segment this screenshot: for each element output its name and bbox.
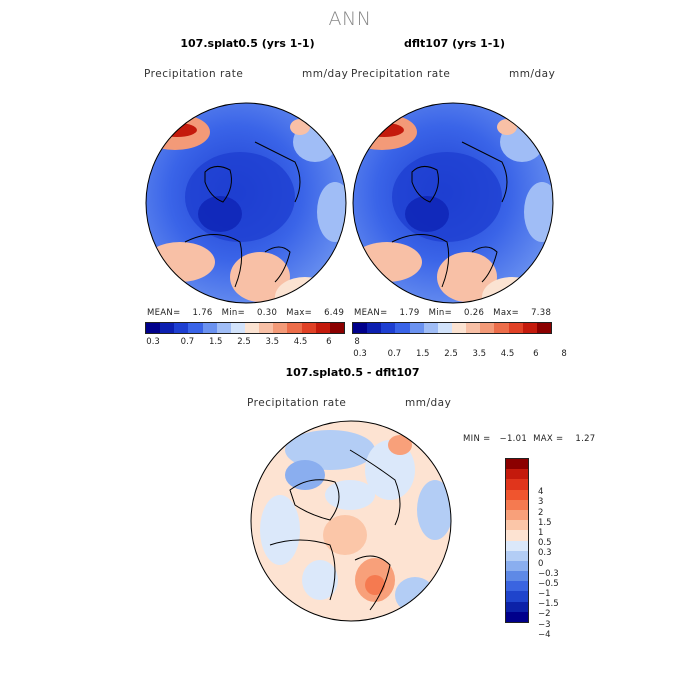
colorbar-swatch [451, 323, 467, 333]
diff-panel-stats: MIN = −1.01 MAX = 1.27 [463, 434, 596, 444]
colorbar-swatch [301, 323, 316, 333]
colorbar-tick-label: 0.5 [538, 538, 552, 549]
colorbar-tick-label: −1 [538, 589, 551, 600]
colorbar-tick-label: 1 [538, 527, 544, 538]
colorbar-swatch [146, 323, 161, 333]
colorbar-tick-label: 0.7 [180, 337, 195, 347]
colorbar-swatch [230, 323, 245, 333]
colorbar-swatch [259, 323, 274, 333]
colorbar-tick-label: 3.5 [472, 349, 487, 359]
colorbar-swatch [506, 601, 528, 612]
panel-1-map [145, 102, 347, 304]
colorbar-tick-label: 3.5 [265, 337, 280, 347]
diff-colorbar-ticks: 4 3 2 1.5 1 0.5 0.3 0 −0.3 −0.5 −1 −1.5 −2 −3 −4 [538, 482, 578, 645]
panel-2-field-label: Precipitation rate [351, 68, 451, 80]
colorbar-swatch [273, 323, 288, 333]
colorbar-swatch [423, 323, 438, 333]
main-title: ANN [328, 8, 372, 30]
colorbar-swatch [409, 323, 424, 333]
colorbar-tick-label: −1.5 [538, 599, 559, 610]
panel-2-colorbar [352, 322, 552, 334]
colorbar-tick-label: −4 [538, 629, 551, 640]
colorbar-tick-label: −2 [538, 609, 551, 620]
panel-2-title: dflt107 (yrs 1-1) [404, 37, 505, 50]
colorbar-swatch [506, 469, 528, 480]
colorbar-swatch [160, 323, 175, 333]
colorbar-tick-label: 1.5 [415, 349, 430, 359]
colorbar-swatch [506, 530, 528, 541]
diff-panel-title: 107.splat0.5 - dflt107 [285, 366, 420, 379]
colorbar-tick-label: 2.5 [444, 349, 458, 359]
colorbar-tick-label: 0 [538, 558, 544, 569]
panel-1-title: 107.splat0.5 (yrs 1-1) [180, 37, 315, 50]
colorbar-swatch [506, 520, 528, 531]
colorbar-swatch [536, 323, 551, 333]
colorbar-swatch [395, 323, 410, 333]
colorbar-tick-label: 8 [561, 349, 567, 359]
diff-panel-units-label: mm/day [405, 397, 452, 409]
colorbar-swatch [353, 323, 368, 333]
colorbar-swatch [506, 479, 528, 490]
colorbar-tick-label: 3 [538, 497, 544, 508]
colorbar-tick-label: 4.5 [500, 349, 515, 359]
colorbar-swatch [188, 323, 203, 333]
colorbar-swatch [506, 489, 528, 500]
panel-2-map [352, 102, 554, 304]
colorbar-swatch [466, 323, 481, 333]
colorbar-tick-label: 6 [326, 337, 332, 347]
colorbar-swatch [287, 323, 302, 333]
colorbar-swatch [506, 459, 528, 470]
colorbar-swatch [506, 571, 528, 582]
panel-1-stats: MEAN= 1.76 Min= 0.30 Max= 6.49 [147, 308, 345, 318]
colorbar-swatch [506, 509, 528, 521]
colorbar-swatch [367, 323, 382, 333]
colorbar-swatch [315, 323, 330, 333]
colorbar-tick-label: −0.5 [538, 578, 559, 589]
colorbar-swatch [506, 550, 528, 561]
colorbar-tick-label: 4.5 [293, 337, 308, 347]
diff-colorbar [505, 458, 529, 623]
colorbar-tick-label: 2 [538, 507, 544, 518]
diff-panel-field-label: Precipitation rate [247, 397, 347, 409]
panel-2-units-label: mm/day [509, 68, 556, 80]
colorbar-swatch [329, 323, 344, 333]
colorbar-swatch [522, 323, 537, 333]
panel-1-colorbar [145, 322, 345, 334]
colorbar-tick-label: 0.3 [538, 548, 552, 559]
colorbar-tick-label: 6 [533, 349, 539, 359]
colorbar-tick-label: 4 [538, 487, 544, 498]
colorbar-tick-label: 0.7 [387, 349, 402, 359]
colorbar-swatch [480, 323, 495, 333]
colorbar-swatch [506, 560, 528, 572]
colorbar-tick-label: 1.5 [538, 517, 552, 528]
colorbar-tick-label: −0.3 [538, 568, 559, 579]
colorbar-tick-label: 8 [354, 337, 360, 347]
colorbar-tick-label: −3 [538, 619, 551, 630]
panel-1-field-label: Precipitation rate [144, 68, 244, 80]
colorbar-swatch [216, 323, 231, 333]
panel-1-colorbar-ticks: 0.3 0.7 1.5 2.5 3.5 4.5 6 8 [145, 337, 360, 349]
colorbar-swatch [506, 591, 528, 602]
panel-2-stats: MEAN= 1.79 Min= 0.26 Max= 7.38 [354, 308, 552, 318]
colorbar-tick-label: 2.5 [237, 337, 251, 347]
colorbar-swatch [244, 323, 260, 333]
colorbar-swatch [506, 540, 528, 551]
colorbar-swatch [202, 323, 217, 333]
colorbar-swatch [506, 581, 528, 592]
colorbar-swatch [508, 323, 523, 333]
colorbar-swatch [506, 611, 528, 622]
colorbar-tick-label: 1.5 [208, 337, 223, 347]
colorbar-swatch [381, 323, 396, 333]
colorbar-swatch [174, 323, 189, 333]
colorbar-tick-label: 0.3 [146, 337, 160, 347]
colorbar-tick-label: 0.3 [353, 349, 367, 359]
colorbar-swatch [494, 323, 509, 333]
panel-2-colorbar-ticks: 0.3 0.7 1.5 2.5 3.5 4.5 6 8 [352, 349, 567, 361]
colorbar-swatch [506, 499, 528, 510]
panel-1-units-label: mm/day [302, 68, 349, 80]
diff-panel-map [250, 420, 452, 622]
colorbar-swatch [437, 323, 452, 333]
